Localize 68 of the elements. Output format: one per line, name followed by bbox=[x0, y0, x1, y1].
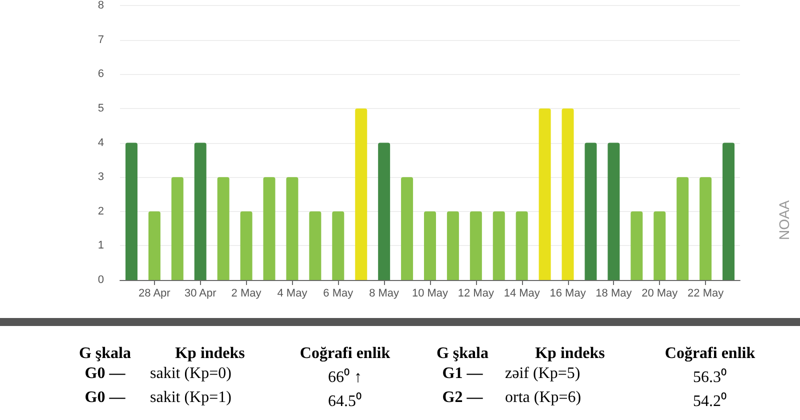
bar bbox=[125, 142, 138, 280]
y-tick-label: 8 bbox=[98, 0, 104, 12]
text: zəif (Kp=5) bbox=[505, 365, 582, 384]
text: G şkala bbox=[435, 345, 490, 363]
x-tick-label: 10 May bbox=[412, 288, 449, 300]
x-tick-label: 2 May bbox=[231, 288, 262, 300]
bar bbox=[171, 177, 184, 280]
bar bbox=[676, 177, 689, 280]
x-tick-label: 28 Apr bbox=[138, 288, 171, 300]
text: Kp indeks bbox=[174, 345, 246, 363]
y-tick-label: 7 bbox=[98, 34, 104, 46]
y-tick-label: 2 bbox=[98, 205, 104, 218]
text: Coğrafi enlik bbox=[664, 345, 756, 363]
text: G şkala bbox=[78, 345, 132, 363]
bar bbox=[538, 108, 551, 280]
x-tick-label: 22 May bbox=[688, 288, 724, 300]
y-tick-label: 5 bbox=[98, 102, 104, 114]
bar bbox=[378, 142, 390, 280]
y-tick-label: 4 bbox=[98, 136, 104, 149]
bar bbox=[424, 211, 436, 280]
x-tick-label: 8 May bbox=[369, 288, 400, 300]
text: NOAA bbox=[776, 199, 792, 240]
y-tick-label: 0 bbox=[98, 274, 104, 286]
bar bbox=[722, 142, 735, 280]
bar bbox=[700, 177, 712, 280]
x-tick-label: 4 May bbox=[277, 288, 308, 300]
text: G2 — bbox=[441, 389, 484, 408]
bar bbox=[492, 211, 505, 280]
text: Coğrafi enlik bbox=[298, 345, 392, 363]
text: G0 — bbox=[84, 365, 126, 384]
text: sakit (Kp=1) bbox=[150, 389, 232, 408]
x-tick-label: 6 May bbox=[323, 288, 354, 300]
bar bbox=[630, 211, 643, 280]
bar bbox=[401, 177, 414, 280]
bar bbox=[332, 211, 344, 280]
x-tick-label: 12 May bbox=[458, 288, 494, 300]
bar bbox=[470, 211, 482, 280]
x-tick-label: 20 May bbox=[642, 288, 678, 300]
bar bbox=[355, 108, 368, 280]
text: orta (Kp=6) bbox=[505, 389, 582, 408]
bar bbox=[286, 177, 298, 280]
text: G0 — bbox=[84, 389, 126, 408]
x-tick-label: 16 May bbox=[550, 288, 586, 300]
bar bbox=[608, 142, 620, 280]
bar bbox=[194, 142, 206, 280]
text: 56.3⁰ bbox=[692, 367, 728, 387]
text: sakit (Kp=0) bbox=[150, 365, 232, 384]
text: Kp indeks bbox=[534, 345, 606, 363]
x-tick-label: 14 May bbox=[504, 288, 540, 300]
y-tick-label: 1 bbox=[98, 240, 104, 252]
text: 54.2⁰ bbox=[692, 391, 728, 411]
y-tick-label: 6 bbox=[98, 68, 104, 80]
bar bbox=[654, 211, 666, 280]
bar bbox=[217, 177, 230, 280]
text: 66⁰ ↑ bbox=[327, 367, 363, 387]
bar bbox=[446, 211, 459, 280]
bar bbox=[516, 211, 528, 280]
x-tick-label: 30 Apr bbox=[184, 288, 217, 300]
bar bbox=[263, 177, 276, 280]
bar bbox=[240, 211, 252, 280]
bar bbox=[148, 211, 160, 280]
y-tick-label: 3 bbox=[98, 171, 104, 184]
text: 64.5⁰ bbox=[327, 391, 363, 411]
bar bbox=[309, 211, 322, 280]
bar bbox=[584, 142, 597, 280]
text: G1 — bbox=[441, 365, 484, 384]
x-tick-label: 18 May bbox=[596, 288, 632, 300]
bar bbox=[562, 108, 574, 280]
